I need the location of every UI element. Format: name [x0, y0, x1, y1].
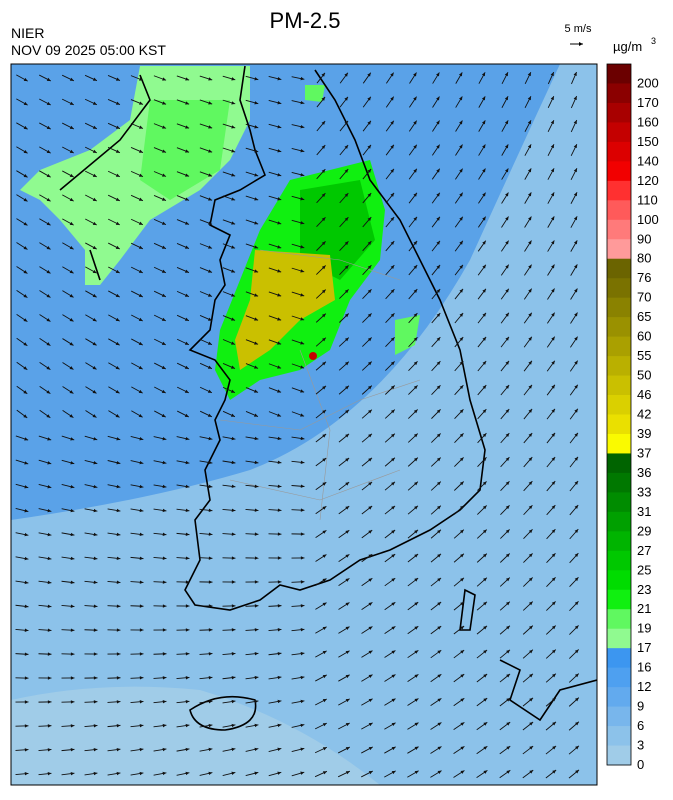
unit: µg/m [613, 39, 642, 54]
colorbar-label: 150 [637, 134, 659, 149]
colorbar-label: 29 [637, 523, 651, 538]
colorbar-label: 36 [637, 465, 651, 480]
colorbar-bin [607, 726, 631, 746]
colorbar-bin [607, 687, 631, 707]
colorbar-label: 21 [637, 601, 651, 616]
colorbar-bin [607, 356, 631, 376]
colorbar: 2001701601501401201101009080767065605550… [607, 64, 659, 772]
colorbar-bin [607, 629, 631, 649]
colorbar-label: 46 [637, 387, 651, 402]
colorbar-bin [607, 376, 631, 396]
colorbar-label: 55 [637, 348, 651, 363]
colorbar-bin [607, 746, 631, 766]
colorbar-label: 27 [637, 543, 651, 558]
unit-power: 3 [651, 36, 656, 46]
colorbar-label: 140 [637, 153, 659, 168]
colorbar-bin [607, 64, 631, 84]
colorbar-label: 60 [637, 329, 651, 344]
colorbar-bin [607, 473, 631, 493]
colorbar-label: 33 [637, 484, 651, 499]
colorbar-label: 160 [637, 114, 659, 129]
colorbar-bin [607, 551, 631, 571]
colorbar-bin [607, 239, 631, 259]
colorbar-label: 42 [637, 407, 651, 422]
colorbar-bin [607, 122, 631, 142]
colorbar-label: 6 [637, 718, 644, 733]
agency: NIER [11, 25, 44, 41]
colorbar-bin [607, 415, 631, 435]
colorbar-bin [607, 317, 631, 337]
colorbar-bin [607, 395, 631, 415]
colorbar-bin [607, 278, 631, 298]
colorbar-label: 37 [637, 445, 651, 460]
colorbar-bin [607, 142, 631, 162]
colorbar-label: 39 [637, 426, 651, 441]
colorbar-bin [607, 531, 631, 551]
colorbar-label: 9 [637, 699, 644, 714]
colorbar-bin [607, 648, 631, 668]
colorbar-bin [607, 103, 631, 123]
colorbar-label: 100 [637, 212, 659, 227]
colorbar-label: 120 [637, 173, 659, 188]
wind-scale-arrow [570, 42, 583, 46]
colorbar-label: 90 [637, 231, 651, 246]
colorbar-bin [607, 512, 631, 532]
colorbar-label: 110 [637, 192, 658, 207]
colorbar-bin [607, 590, 631, 610]
colorbar-bin [607, 668, 631, 688]
colorbar-bin [607, 181, 631, 201]
map [11, 64, 597, 785]
timestamp: NOV 09 2025 05:00 KST [11, 42, 166, 58]
colorbar-label: 80 [637, 251, 651, 266]
colorbar-label: 16 [637, 660, 651, 675]
colorbar-label: 23 [637, 582, 651, 597]
colorbar-label: 19 [637, 621, 651, 636]
colorbar-label: 31 [637, 504, 651, 519]
colorbar-label: 65 [637, 309, 651, 324]
colorbar-bin [607, 707, 631, 727]
wind-scale-label: 5 m/s [565, 23, 592, 35]
colorbar-bin [607, 434, 631, 454]
colorbar-bin [607, 200, 631, 220]
colorbar-bin [607, 453, 631, 473]
colorbar-label: 25 [637, 562, 651, 577]
colorbar-label: 0 [637, 757, 644, 772]
colorbar-bin [607, 570, 631, 590]
title: PM-2.5 [270, 8, 341, 33]
colorbar-bin [607, 492, 631, 512]
colorbar-label: 76 [637, 270, 651, 285]
colorbar-label: 50 [637, 368, 651, 383]
colorbar-bin [607, 259, 631, 279]
colorbar-bin [607, 220, 631, 240]
colorbar-bin [607, 161, 631, 181]
colorbar-bin [607, 298, 631, 318]
colorbar-label: 12 [637, 679, 651, 694]
colorbar-label: 200 [637, 75, 659, 90]
colorbar-label: 17 [637, 640, 651, 655]
colorbar-bin [607, 83, 631, 103]
colorbar-label: 170 [637, 95, 659, 110]
colorbar-bin [607, 609, 631, 629]
colorbar-bin [607, 337, 631, 357]
colorbar-label: 70 [637, 290, 651, 305]
colorbar-label: 3 [637, 738, 644, 753]
